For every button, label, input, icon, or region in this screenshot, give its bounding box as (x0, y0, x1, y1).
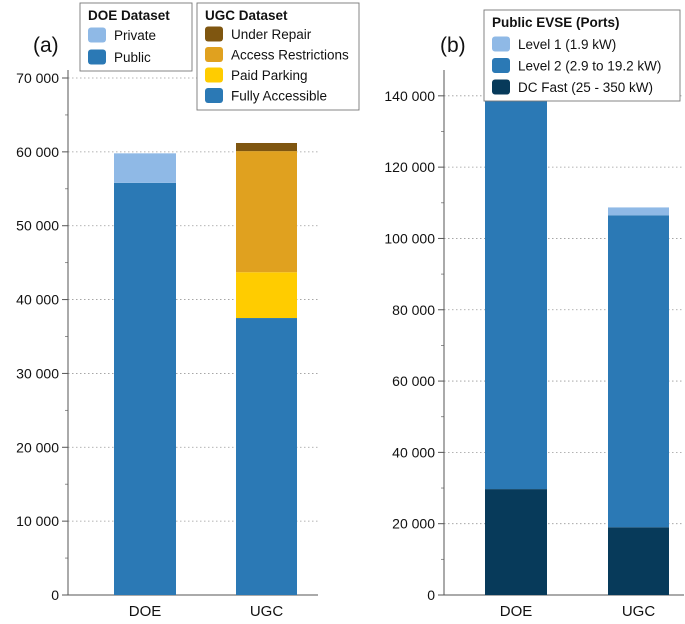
y-tick-label: 0 (427, 587, 435, 603)
legend-label: Under Repair (231, 27, 312, 42)
bar-ugc-level-2-2-9-to-19-2-kw (608, 215, 669, 528)
panel-a: 0 10 000 20 000 30 000 40 000 50 000 60 000 70 … (16, 2, 360, 620)
legend-swatch (205, 67, 223, 83)
bar-ugc-fully-accessible (236, 318, 297, 595)
bar-ugc-dc-fast-25-350-kw (608, 527, 669, 595)
panel-b-label: (b) (440, 34, 466, 57)
legend-doe-dataset: DOE Dataset Private Public (79, 2, 193, 72)
panel-a-label: (a) (33, 34, 59, 57)
y-tick-label: 60 000 (392, 373, 435, 389)
y-tick-label: 30 000 (16, 365, 59, 381)
legend-box (196, 2, 360, 111)
y-tick-label: 40 000 (16, 292, 59, 308)
legend-label: Public (114, 50, 151, 65)
y-tick-label: 50 000 (16, 218, 59, 234)
legend-box (483, 9, 681, 102)
x-tick-label: UGC (250, 603, 284, 620)
y-tick-label: 120 000 (384, 159, 435, 175)
bar-ugc-level-1-1-9-kw (608, 207, 669, 216)
y-tick-label: 20 000 (16, 439, 59, 455)
bar-doe-level-2-2-9-to-19-2-kw (485, 92, 547, 490)
legend-label: Private (114, 28, 156, 43)
y-tick-label: 0 (51, 587, 59, 603)
legend-title: Public EVSE (Ports) (492, 15, 620, 30)
bar-doe-dc-fast-25-350-kw (485, 489, 547, 595)
legend-ugc-dataset: UGC Dataset Under Repair Access Restrictio… (196, 2, 360, 111)
bar-ugc-access-restrictions (236, 151, 297, 273)
legend-title: UGC Dataset (205, 8, 288, 23)
y-tick-label: 60 000 (16, 144, 59, 160)
x-tick-label: UGC (622, 603, 656, 620)
bar-doe-public (114, 182, 176, 595)
legend-label: Level 1 (1.9 kW) (518, 37, 616, 52)
y-tick-label: 10 000 (16, 513, 59, 529)
y-tick-label: 80 000 (392, 302, 435, 318)
bar-doe-private (114, 153, 176, 183)
x-tick-label: DOE (500, 603, 533, 620)
bar-ugc-under-repair (236, 142, 297, 152)
legend-swatch (88, 49, 106, 65)
x-tick-label: DOE (129, 603, 162, 620)
legend-swatch (492, 36, 510, 52)
legend-swatch (205, 47, 223, 62)
legend-label: Paid Parking (231, 68, 308, 83)
legend-swatch (205, 88, 223, 103)
legend-swatch (205, 26, 223, 42)
y-tick-label: 40 000 (392, 444, 435, 460)
panel-b: 0 20 000 40 000 60 000 80 000 100 000 120 000 1… (384, 9, 684, 620)
legend-label: Fully Accessible (231, 89, 327, 104)
legend-label: DC Fast (25 - 350 kW) (518, 80, 653, 95)
legend-label: Access Restrictions (231, 48, 349, 63)
legend-label: Level 2 (2.9 to 19.2 kW) (518, 59, 661, 74)
legend-swatch (88, 27, 106, 43)
bar-ugc-paid-parking (236, 272, 297, 319)
y-tick-label: 100 000 (384, 230, 435, 246)
y-tick-label: 140 000 (384, 88, 435, 104)
legend-swatch (492, 79, 510, 95)
legend-public-evse-ports: Public EVSE (Ports) Level 1 (1.9 kW) Level… (483, 9, 681, 102)
y-tick-label: 20 000 (392, 516, 435, 532)
legend-title: DOE Dataset (88, 8, 170, 23)
y-tick-label: 70 000 (16, 70, 59, 86)
legend-swatch (492, 58, 510, 73)
